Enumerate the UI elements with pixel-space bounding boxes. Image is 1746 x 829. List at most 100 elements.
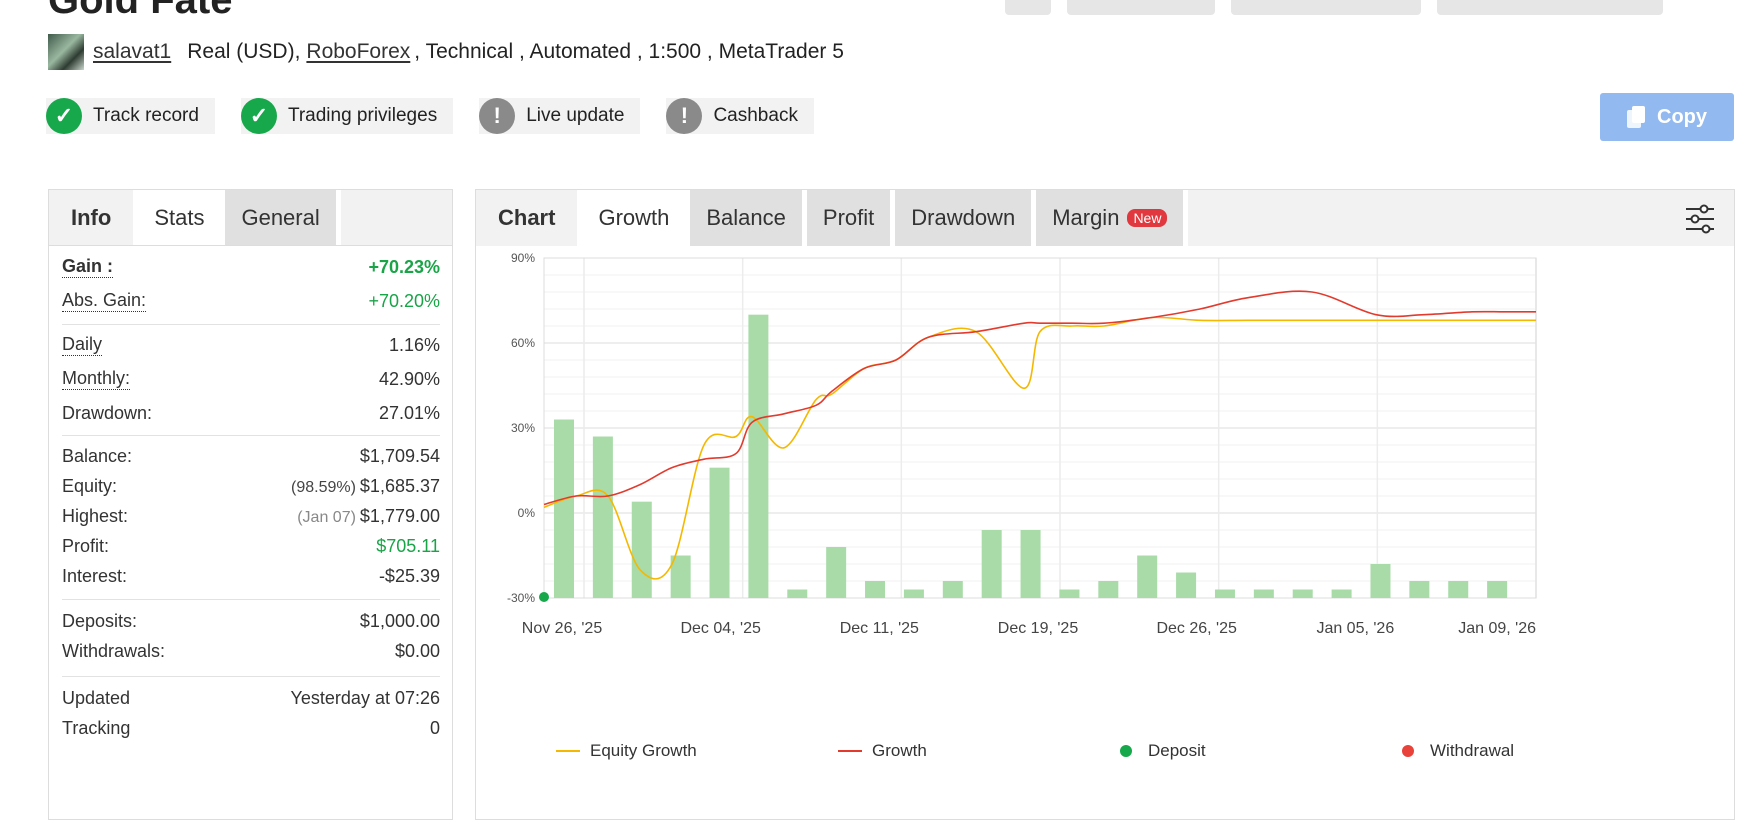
account-info-line: salavat1 Real (USD), RoboForex , Technic… bbox=[48, 34, 844, 70]
growth-bar bbox=[787, 589, 808, 598]
stat-value: 27.01% bbox=[378, 402, 440, 423]
stat-value: $1,000.00 bbox=[359, 610, 440, 631]
y-tick-label: -30% bbox=[507, 591, 535, 605]
stat-withdrawals: Withdrawals: $0.00 bbox=[62, 636, 440, 666]
x-tick-label: Dec 26, '25 bbox=[1156, 620, 1237, 637]
tab-info[interactable]: Info bbox=[49, 190, 139, 245]
growth-bar bbox=[748, 314, 769, 598]
x-tick-label: Jan 09, '26 bbox=[1458, 620, 1536, 637]
chart-panel: Chart Growth Balance Profit Drawdown Mar… bbox=[475, 189, 1735, 820]
stat-drawdown: Drawdown: 27.01% bbox=[62, 397, 440, 429]
toolbar-button-1[interactable] bbox=[1005, 0, 1051, 15]
stat-label: Withdrawals: bbox=[62, 640, 166, 661]
growth-bar bbox=[670, 555, 691, 598]
legend-label: Withdrawal bbox=[1430, 741, 1515, 760]
growth-bar bbox=[709, 467, 730, 598]
legend-deposit[interactable]: Deposit bbox=[1120, 741, 1402, 761]
stat-label[interactable]: Abs. Gain: bbox=[62, 290, 147, 313]
growth-bar bbox=[1176, 572, 1197, 598]
top-toolbar bbox=[1005, 0, 1663, 15]
stat-value: 0 bbox=[429, 717, 440, 738]
tab-drawdown[interactable]: Drawdown bbox=[895, 190, 1037, 246]
stat-value: 42.90% bbox=[378, 368, 440, 389]
stat-value: $0.00 bbox=[394, 640, 440, 661]
stat-gain: Gain : +70.23% bbox=[62, 246, 440, 284]
growth-bar bbox=[1253, 589, 1274, 598]
growth-bar bbox=[1448, 581, 1469, 598]
stat-value: $1,685.37 bbox=[359, 475, 440, 496]
toolbar-button-2[interactable] bbox=[1067, 0, 1215, 15]
legend-equity-growth[interactable]: Equity Growth bbox=[556, 741, 838, 761]
legend-dot-deposit bbox=[1120, 745, 1132, 757]
stat-label[interactable]: Gain : bbox=[62, 256, 114, 279]
growth-bar bbox=[592, 436, 613, 598]
stat-highest: Highest: (Jan 07) $1,779.00 bbox=[62, 501, 440, 531]
broker-link[interactable]: RoboForex bbox=[306, 40, 411, 63]
toolbar-button-3[interactable] bbox=[1231, 0, 1421, 15]
stat-balance: Balance: $1,709.54 bbox=[62, 436, 440, 471]
stat-value: $1,709.54 bbox=[359, 446, 440, 466]
avatar[interactable] bbox=[48, 34, 84, 70]
badge-track-record[interactable]: ✓ Track record bbox=[46, 98, 215, 134]
legend-growth[interactable]: Growth bbox=[838, 741, 1120, 761]
stat-label[interactable]: Daily bbox=[62, 334, 103, 357]
stat-label: Updated bbox=[62, 687, 131, 708]
x-tick-label: Dec 04, '25 bbox=[680, 620, 761, 637]
stat-updated: Updated Yesterday at 07:26 bbox=[62, 677, 440, 713]
stat-label: Interest: bbox=[62, 565, 128, 586]
stats-list: Gain : +70.23% Abs. Gain: +70.20% Daily 1.1… bbox=[49, 246, 452, 743]
stat-note: (98.59%) bbox=[291, 478, 356, 496]
growth-bar bbox=[1020, 530, 1041, 598]
divider bbox=[62, 599, 440, 600]
stat-monthly: Monthly: 42.90% bbox=[62, 361, 440, 397]
tab-stats[interactable]: Stats bbox=[138, 190, 226, 245]
growth-bar bbox=[1331, 589, 1352, 598]
legend-withdrawal[interactable]: Withdrawal bbox=[1402, 741, 1684, 761]
equity-growth-line bbox=[543, 316, 1536, 580]
stat-label: Equity: bbox=[62, 475, 118, 496]
legend-label: Growth bbox=[872, 741, 927, 760]
growth-bar bbox=[1059, 589, 1080, 598]
divider bbox=[62, 676, 440, 677]
legend-line-growth bbox=[838, 750, 862, 752]
badge-trading-privileges[interactable]: ✓ Trading privileges bbox=[240, 98, 454, 134]
tab-margin[interactable]: Margin New bbox=[1036, 190, 1189, 246]
tab-profit[interactable]: Profit bbox=[806, 190, 896, 246]
exclamation-icon: ! bbox=[479, 98, 516, 134]
growth-bar bbox=[1370, 564, 1391, 598]
copy-icon bbox=[1627, 106, 1645, 128]
growth-bar bbox=[1292, 589, 1313, 598]
copy-button-label: Copy bbox=[1657, 105, 1707, 128]
stat-value: +70.20% bbox=[368, 290, 440, 311]
system-title: Gold Fate bbox=[48, 0, 233, 22]
growth-bar bbox=[1409, 581, 1430, 598]
tab-growth[interactable]: Growth bbox=[582, 190, 691, 246]
badge-cashback[interactable]: ! Cashback bbox=[666, 98, 814, 134]
badge-label: Cashback bbox=[713, 105, 798, 126]
chart-settings-icon[interactable] bbox=[1684, 204, 1716, 234]
growth-bar bbox=[826, 547, 847, 598]
growth-bar bbox=[1098, 581, 1119, 598]
growth-bar bbox=[554, 419, 574, 598]
tab-general[interactable]: General bbox=[225, 190, 341, 245]
stat-deposits: Deposits: $1,000.00 bbox=[62, 600, 440, 636]
divider bbox=[62, 435, 440, 436]
badge-live-update[interactable]: ! Live update bbox=[479, 98, 641, 134]
toolbar-button-4[interactable] bbox=[1437, 0, 1663, 15]
stat-label: Deposits: bbox=[62, 610, 138, 631]
stat-label[interactable]: Monthly: bbox=[62, 368, 131, 391]
growth-chart: 90% 60% 30% 0% -30% Nov 26, '25 Dec 04, '25 Dec… bbox=[507, 251, 1537, 637]
growth-bar bbox=[1487, 581, 1508, 598]
y-tick-label: 0% bbox=[518, 506, 536, 520]
x-tick-label: Dec 19, '25 bbox=[998, 620, 1079, 637]
account-type: Real (USD), bbox=[187, 40, 301, 63]
x-tick-label: Dec 11, '25 bbox=[840, 620, 919, 637]
growth-bar bbox=[981, 530, 1002, 598]
tab-balance[interactable]: Balance bbox=[690, 190, 807, 246]
tab-chart[interactable]: Chart bbox=[476, 190, 583, 246]
stat-value: -$25.39 bbox=[378, 565, 440, 586]
deposit-marker bbox=[539, 592, 549, 602]
copy-button[interactable]: Copy bbox=[1600, 93, 1734, 141]
username-link[interactable]: salavat1 bbox=[93, 40, 172, 63]
y-tick-label: 30% bbox=[511, 421, 535, 435]
